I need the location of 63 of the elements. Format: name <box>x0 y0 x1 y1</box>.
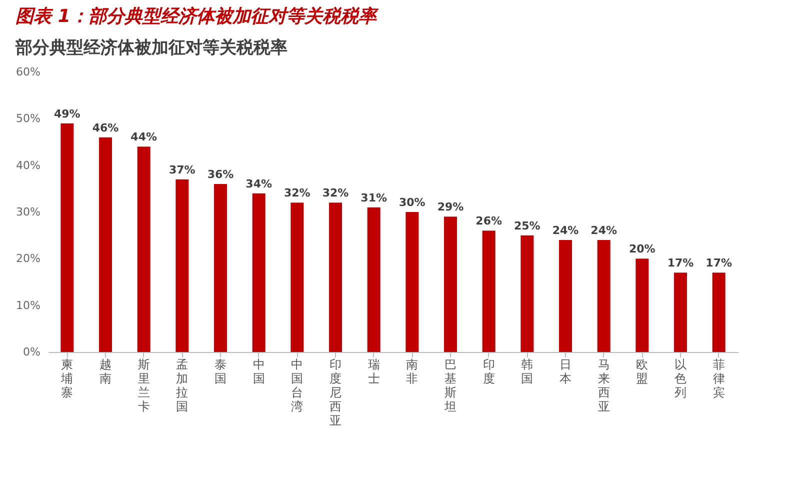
bar <box>367 207 380 352</box>
bar <box>597 240 610 352</box>
x-tick-label: 巴基斯坦 <box>444 358 456 414</box>
y-tick-label: 40% <box>16 158 40 172</box>
x-tick-label: 韩国 <box>521 358 534 386</box>
data-label: 24% <box>552 224 579 237</box>
x-tick-label: 马来西亚 <box>598 358 610 414</box>
y-tick-label: 0% <box>23 346 40 358</box>
chart-title: 图表 1：部分典型经济体被加征对等关税税率 <box>16 6 380 27</box>
data-label: 17% <box>706 256 732 270</box>
bar <box>520 235 534 352</box>
bar <box>482 230 496 352</box>
data-label: 49% <box>54 107 80 120</box>
x-tick-label: 瑞士 <box>368 358 380 386</box>
data-label: 32% <box>322 186 349 200</box>
bar <box>252 193 266 352</box>
y-tick-label: 10% <box>16 298 40 312</box>
bar <box>444 216 457 352</box>
x-tick-label: 南非 <box>406 358 418 386</box>
bar <box>559 240 572 352</box>
x-tick-label: 欧盟 <box>636 358 648 386</box>
data-label: 29% <box>437 200 464 214</box>
data-label: 44% <box>130 130 158 144</box>
bar <box>406 212 419 352</box>
bar <box>712 272 726 352</box>
x-tick-label: 泰国 <box>214 358 226 386</box>
data-label: 34% <box>246 177 272 190</box>
data-label: 25% <box>514 219 540 232</box>
data-label: 30% <box>398 196 426 209</box>
chart-subtitle: 部分典型经济体被加征对等关税税率 <box>14 38 288 58</box>
bar <box>99 137 112 352</box>
data-label: 36% <box>207 168 234 181</box>
bar <box>60 123 74 352</box>
y-tick-label: 30% <box>16 206 40 218</box>
x-tick-label: 菲律宾 <box>712 358 725 400</box>
bar <box>176 179 189 352</box>
y-tick-label: 60% <box>16 66 40 78</box>
bar <box>137 146 150 352</box>
x-tick-label: 中国台湾 <box>291 358 304 414</box>
x-tick-label: 斯里兰卡 <box>138 358 150 414</box>
data-label: 26% <box>476 214 502 228</box>
data-label: 17% <box>667 256 694 270</box>
bar <box>636 258 649 352</box>
y-tick-label: 20% <box>16 252 40 266</box>
data-label: 24% <box>590 224 618 237</box>
x-tick-label: 日本 <box>560 358 572 386</box>
bar <box>674 272 687 352</box>
bar <box>329 202 342 352</box>
y-tick-label: 50% <box>16 112 40 126</box>
data-label: 46% <box>92 121 119 134</box>
x-tick-label: 印度尼西亚 <box>330 358 342 428</box>
data-label: 37% <box>168 163 196 176</box>
bar <box>290 202 304 352</box>
x-tick-label: 孟加拉国 <box>176 358 188 414</box>
x-tick-label: 柬埔寨 <box>60 358 74 400</box>
data-label: 20% <box>628 242 656 256</box>
data-label: 31% <box>360 191 388 204</box>
bar <box>214 184 227 352</box>
x-tick-label: 中国 <box>252 358 265 386</box>
data-label: 32% <box>284 186 310 200</box>
x-tick-label: 以色列 <box>674 358 686 400</box>
x-tick-label: 越南 <box>100 358 112 386</box>
x-tick-label: 印度 <box>482 358 495 386</box>
